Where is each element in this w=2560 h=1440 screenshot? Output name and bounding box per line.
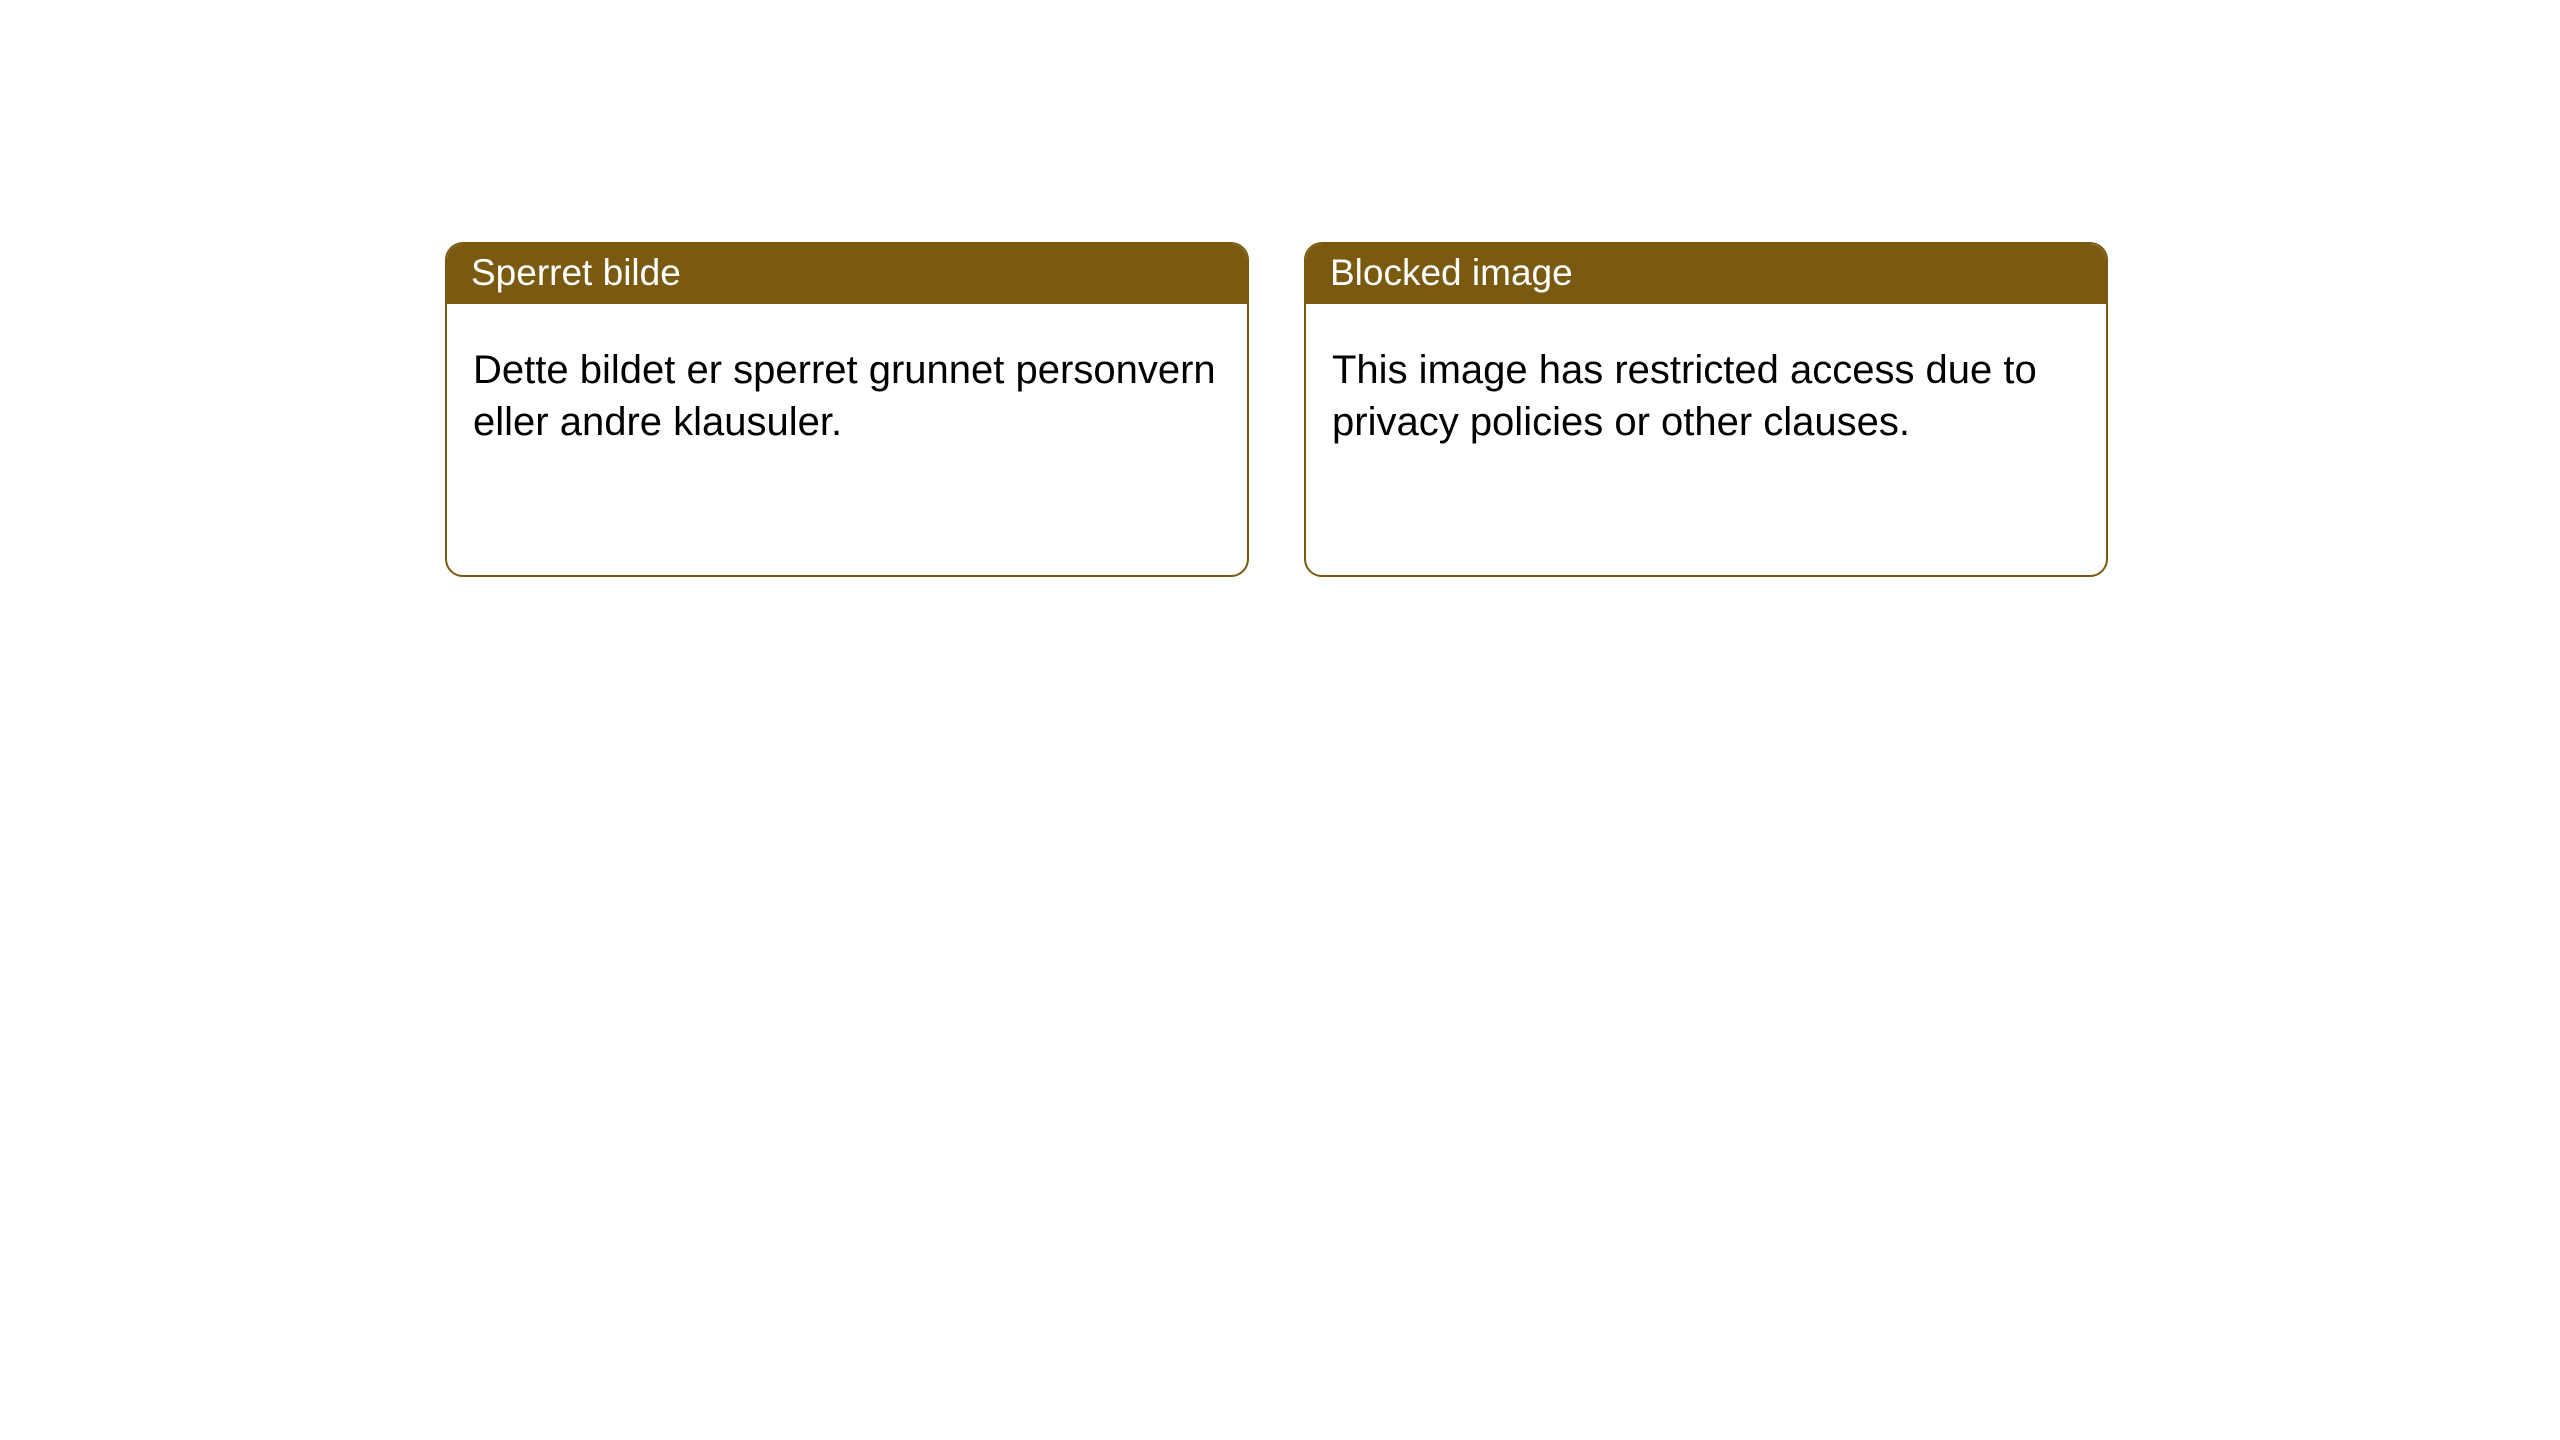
card-body: This image has restricted access due to … [1306, 304, 2106, 488]
notice-container: Sperret bilde Dette bildet er sperret gr… [0, 0, 2560, 577]
notice-card-norwegian: Sperret bilde Dette bildet er sperret gr… [445, 242, 1249, 577]
card-text: Dette bildet er sperret grunnet personve… [473, 348, 1216, 444]
card-header: Sperret bilde [447, 244, 1247, 304]
card-header: Blocked image [1306, 244, 2106, 304]
notice-card-english: Blocked image This image has restricted … [1304, 242, 2108, 577]
card-text: This image has restricted access due to … [1332, 348, 2037, 444]
card-title: Blocked image [1330, 252, 1573, 293]
card-body: Dette bildet er sperret grunnet personve… [447, 304, 1247, 488]
card-title: Sperret bilde [471, 252, 681, 293]
